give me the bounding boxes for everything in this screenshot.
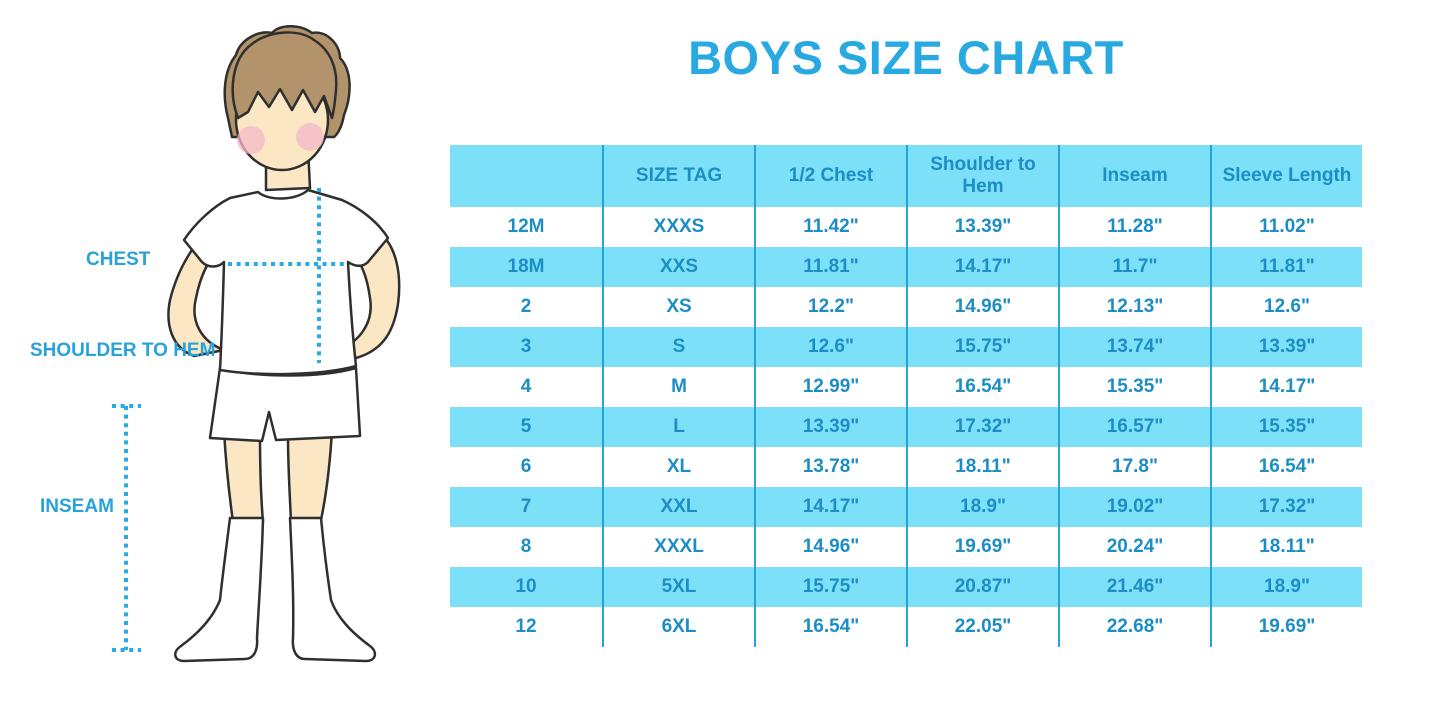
table-cell: 14.17" [1210, 367, 1362, 407]
table-cell: 15.75" [754, 567, 906, 607]
row-size-cell: 12 [450, 607, 602, 647]
table-cell: 11.7" [1058, 247, 1210, 287]
table-cell: 14.96" [754, 527, 906, 567]
table-cell: XS [602, 287, 754, 327]
table-cell: 15.35" [1210, 407, 1362, 447]
table-cell: 16.54" [1210, 447, 1362, 487]
page-title: BOYS SIZE CHART [688, 31, 1124, 84]
row-size-cell: 10 [450, 567, 602, 607]
header-cell: Sleeve Length [1210, 145, 1362, 207]
table-cell: 19.69" [906, 527, 1058, 567]
inseam-label: INSEAM [40, 496, 114, 517]
table-cell: 16.57" [1058, 407, 1210, 447]
header-cell: Shoulder to Hem [906, 145, 1058, 207]
shoulder-to-hem-label: SHOULDER TO HEM [30, 340, 216, 361]
table-cell: S [602, 327, 754, 367]
header-cell: 1/2 Chest [754, 145, 906, 207]
table-cell: 19.69" [1210, 607, 1362, 647]
shorts [208, 366, 362, 443]
row-size-cell: 8 [450, 527, 602, 567]
table-cell: 6XL [602, 607, 754, 647]
left-sock [174, 516, 265, 663]
blush-left [237, 126, 265, 154]
table-cell: 20.24" [1058, 527, 1210, 567]
table-cell: 14.17" [906, 247, 1058, 287]
table-cell: 22.05" [906, 607, 1058, 647]
table-cell: 12.6" [754, 327, 906, 367]
table-cell: 11.02" [1210, 207, 1362, 247]
table-cell: 5XL [602, 567, 754, 607]
row-size-cell: 5 [450, 407, 602, 447]
row-size-cell: 2 [450, 287, 602, 327]
table-cell: 15.75" [906, 327, 1058, 367]
row-size-cell: 4 [450, 367, 602, 407]
row-size-cell: 7 [450, 487, 602, 527]
right-leg [286, 428, 334, 524]
table-cell: M [602, 367, 754, 407]
table-cell: XXS [602, 247, 754, 287]
table-cell: 13.78" [754, 447, 906, 487]
header-cell: Inseam [1058, 145, 1210, 207]
table-cell: 14.96" [906, 287, 1058, 327]
table-cell: 11.81" [754, 247, 906, 287]
table-cell: 18.9" [1210, 567, 1362, 607]
table-cell: 12.13" [1058, 287, 1210, 327]
table-cell: 16.54" [906, 367, 1058, 407]
table-cell: 19.02" [1058, 487, 1210, 527]
table-cell: 18.11" [1210, 527, 1362, 567]
chest-label: CHEST [86, 249, 151, 270]
header-cell: SIZE TAG [602, 145, 754, 207]
table-cell: 11.42" [754, 207, 906, 247]
table-cell: 22.68" [1058, 607, 1210, 647]
boy-figure-svg [112, 25, 401, 663]
table-cell: 13.39" [1210, 327, 1362, 367]
table-cell: 13.39" [754, 407, 906, 447]
table-cell: 15.35" [1058, 367, 1210, 407]
table-cell: 11.28" [1058, 207, 1210, 247]
hair-fringe [231, 31, 338, 120]
table-cell: 11.81" [1210, 247, 1362, 287]
tshirt [182, 188, 390, 376]
boy-measurement-illustration: CHEST SHOULDER TO HEM INSEAM [0, 0, 450, 723]
table-cell: XL [602, 447, 754, 487]
table-cell: 18.11" [906, 447, 1058, 487]
table-cell: 21.46" [1058, 567, 1210, 607]
size-table: SIZE TAG 1/2 Chest Shoulder to Hem Inseam Sl… [450, 145, 1362, 647]
table-cell: 17.8" [1058, 447, 1210, 487]
table-cell: 17.32" [1210, 487, 1362, 527]
table-cell: L [602, 407, 754, 447]
row-size-cell: 6 [450, 447, 602, 487]
table-cell: XXXS [602, 207, 754, 247]
header-cell [450, 145, 602, 207]
table-cell: 17.32" [906, 407, 1058, 447]
table-cell: 18.9" [906, 487, 1058, 527]
table-cell: 13.74" [1058, 327, 1210, 367]
row-size-cell: 18M [450, 247, 602, 287]
table-cell: 12.2" [754, 287, 906, 327]
table-cell: 14.17" [754, 487, 906, 527]
left-leg [222, 428, 265, 524]
table-cell: 13.39" [906, 207, 1058, 247]
row-size-cell: 12M [450, 207, 602, 247]
table-cell: 12.99" [754, 367, 906, 407]
table-cell: 12.6" [1210, 287, 1362, 327]
table-cell: XXXL [602, 527, 754, 567]
row-size-cell: 3 [450, 327, 602, 367]
blush-right [296, 123, 324, 151]
right-sock [288, 516, 377, 663]
table-cell: 20.87" [906, 567, 1058, 607]
table-cell: XXL [602, 487, 754, 527]
table-cell: 16.54" [754, 607, 906, 647]
